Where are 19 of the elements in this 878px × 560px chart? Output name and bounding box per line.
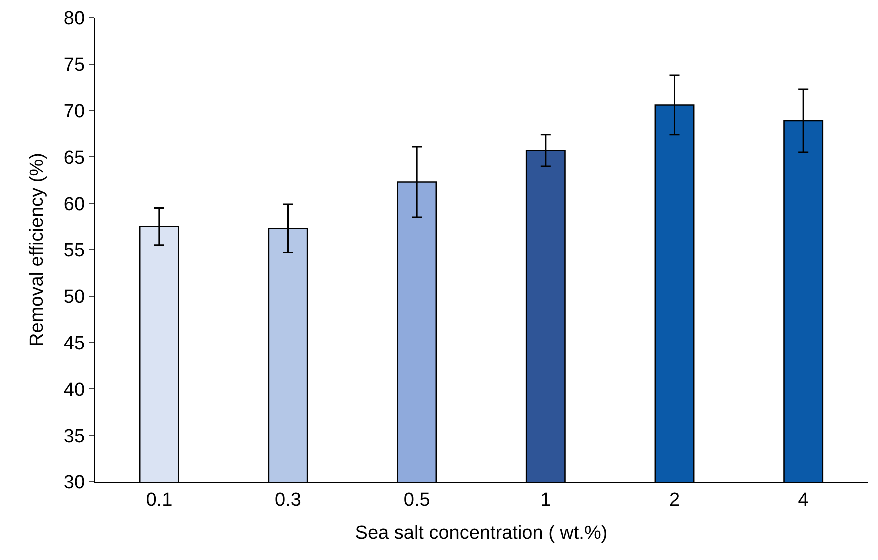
y-tick-label: 80 — [64, 8, 86, 30]
y-axis-title: Removal efficiency (%) — [26, 153, 48, 347]
x-tick-label: 0.5 — [404, 490, 430, 511]
y-tick-label: 60 — [64, 194, 86, 216]
y-tick-label: 70 — [64, 101, 86, 122]
y-tick-label: 55 — [64, 240, 86, 262]
y-tick-label: 45 — [64, 333, 86, 354]
x-tick-label: 0.1 — [146, 490, 173, 511]
x-tick-label: 1 — [540, 490, 552, 511]
y-tick-label: 40 — [64, 380, 86, 401]
y-tick-label: 35 — [64, 426, 86, 448]
x-tick-label: 2 — [669, 490, 680, 511]
y-tick-label: 30 — [64, 472, 86, 494]
y-tick-label: 75 — [64, 55, 86, 76]
y-tick-label: 65 — [64, 148, 86, 169]
x-axis-title: Sea salt concentration ( wt.%) — [355, 522, 608, 544]
y-tick-label: 50 — [64, 287, 86, 308]
x-tick-label: 4 — [798, 490, 810, 511]
x-tick-label: 0.3 — [275, 490, 302, 511]
